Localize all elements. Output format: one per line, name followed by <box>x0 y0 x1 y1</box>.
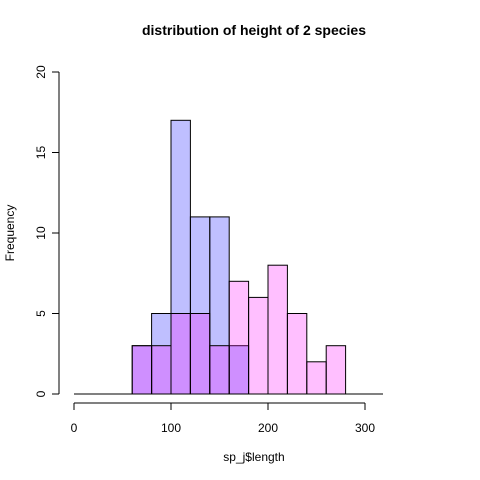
bar-series2-bin1 <box>131 345 153 395</box>
bar-series2-bin8 <box>267 264 288 395</box>
y-tick-label: 20 <box>34 65 48 79</box>
bar-series2-bin9 <box>286 313 308 395</box>
x-axis-label: sp_j$length <box>223 450 284 464</box>
bar-series2-bin11 <box>325 345 347 395</box>
x-tick-label: 0 <box>71 421 78 435</box>
x-axis: 0 100 200 300 <box>71 393 383 435</box>
bar-series2-bin6 <box>228 280 250 395</box>
y-axis-label: Frequency <box>3 205 17 262</box>
bar-series2-bin5 <box>209 345 230 395</box>
y-tick-label: 15 <box>34 146 48 160</box>
x-tick-label: 100 <box>161 421 181 435</box>
chart-title: distribution of height of 2 species <box>142 22 366 38</box>
x-tick-label: 200 <box>258 421 278 435</box>
bar-series2-bin7 <box>248 296 269 395</box>
bar-series2-bin10 <box>306 361 327 395</box>
y-tick-label: 0 <box>34 390 48 397</box>
y-tick-label: 10 <box>34 226 48 240</box>
y-tick-label: 5 <box>34 310 48 317</box>
bar-series2-bin2 <box>151 345 172 395</box>
bar-series2-bin4 <box>189 313 211 395</box>
x-tick-label: 300 <box>355 421 375 435</box>
bars-layer <box>131 119 347 395</box>
y-axis: 0 5 10 15 20 <box>34 65 60 397</box>
bar-series2-bin3 <box>170 313 191 395</box>
